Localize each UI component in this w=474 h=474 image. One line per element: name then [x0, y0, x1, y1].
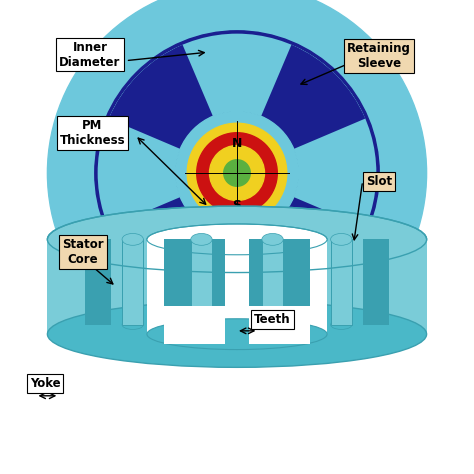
- Ellipse shape: [191, 320, 212, 329]
- Polygon shape: [191, 239, 212, 325]
- Wedge shape: [109, 45, 213, 149]
- Ellipse shape: [191, 234, 212, 246]
- Circle shape: [95, 31, 379, 315]
- Ellipse shape: [122, 320, 143, 329]
- Text: Stator
Core: Stator Core: [62, 238, 104, 266]
- Ellipse shape: [147, 319, 327, 350]
- Wedge shape: [109, 197, 213, 301]
- Ellipse shape: [47, 206, 427, 273]
- Wedge shape: [109, 34, 365, 148]
- Wedge shape: [261, 45, 365, 149]
- Ellipse shape: [330, 320, 352, 329]
- Text: Slot: Slot: [366, 174, 392, 188]
- Polygon shape: [122, 239, 143, 325]
- Circle shape: [197, 133, 277, 213]
- Polygon shape: [47, 239, 427, 334]
- Wedge shape: [261, 197, 365, 301]
- Text: Yoke: Yoke: [30, 377, 60, 391]
- Ellipse shape: [262, 234, 283, 246]
- Polygon shape: [85, 239, 111, 325]
- Circle shape: [187, 123, 287, 223]
- Circle shape: [175, 111, 299, 235]
- Polygon shape: [363, 239, 389, 325]
- Wedge shape: [98, 46, 212, 301]
- Ellipse shape: [147, 224, 327, 255]
- Text: Retaining
Sleeve: Retaining Sleeve: [347, 42, 411, 70]
- Circle shape: [224, 160, 250, 186]
- Polygon shape: [249, 239, 310, 325]
- Ellipse shape: [122, 234, 143, 246]
- Circle shape: [210, 146, 264, 201]
- Polygon shape: [164, 306, 225, 344]
- Ellipse shape: [330, 234, 352, 246]
- Polygon shape: [262, 239, 283, 325]
- Text: Teeth: Teeth: [254, 313, 291, 327]
- Polygon shape: [331, 239, 352, 325]
- Text: PM
Thickness: PM Thickness: [60, 118, 125, 147]
- Wedge shape: [109, 198, 365, 312]
- Wedge shape: [262, 46, 376, 301]
- Text: Inner
Diameter: Inner Diameter: [59, 40, 121, 69]
- Text: N: N: [232, 137, 242, 150]
- Polygon shape: [164, 239, 225, 325]
- Ellipse shape: [47, 301, 427, 367]
- Ellipse shape: [262, 320, 283, 329]
- Polygon shape: [147, 239, 327, 334]
- Circle shape: [47, 0, 427, 363]
- Circle shape: [181, 117, 293, 229]
- Polygon shape: [122, 239, 143, 325]
- Polygon shape: [262, 239, 283, 325]
- Polygon shape: [191, 239, 212, 325]
- Text: S: S: [233, 199, 241, 212]
- Polygon shape: [331, 239, 352, 325]
- Polygon shape: [249, 306, 310, 344]
